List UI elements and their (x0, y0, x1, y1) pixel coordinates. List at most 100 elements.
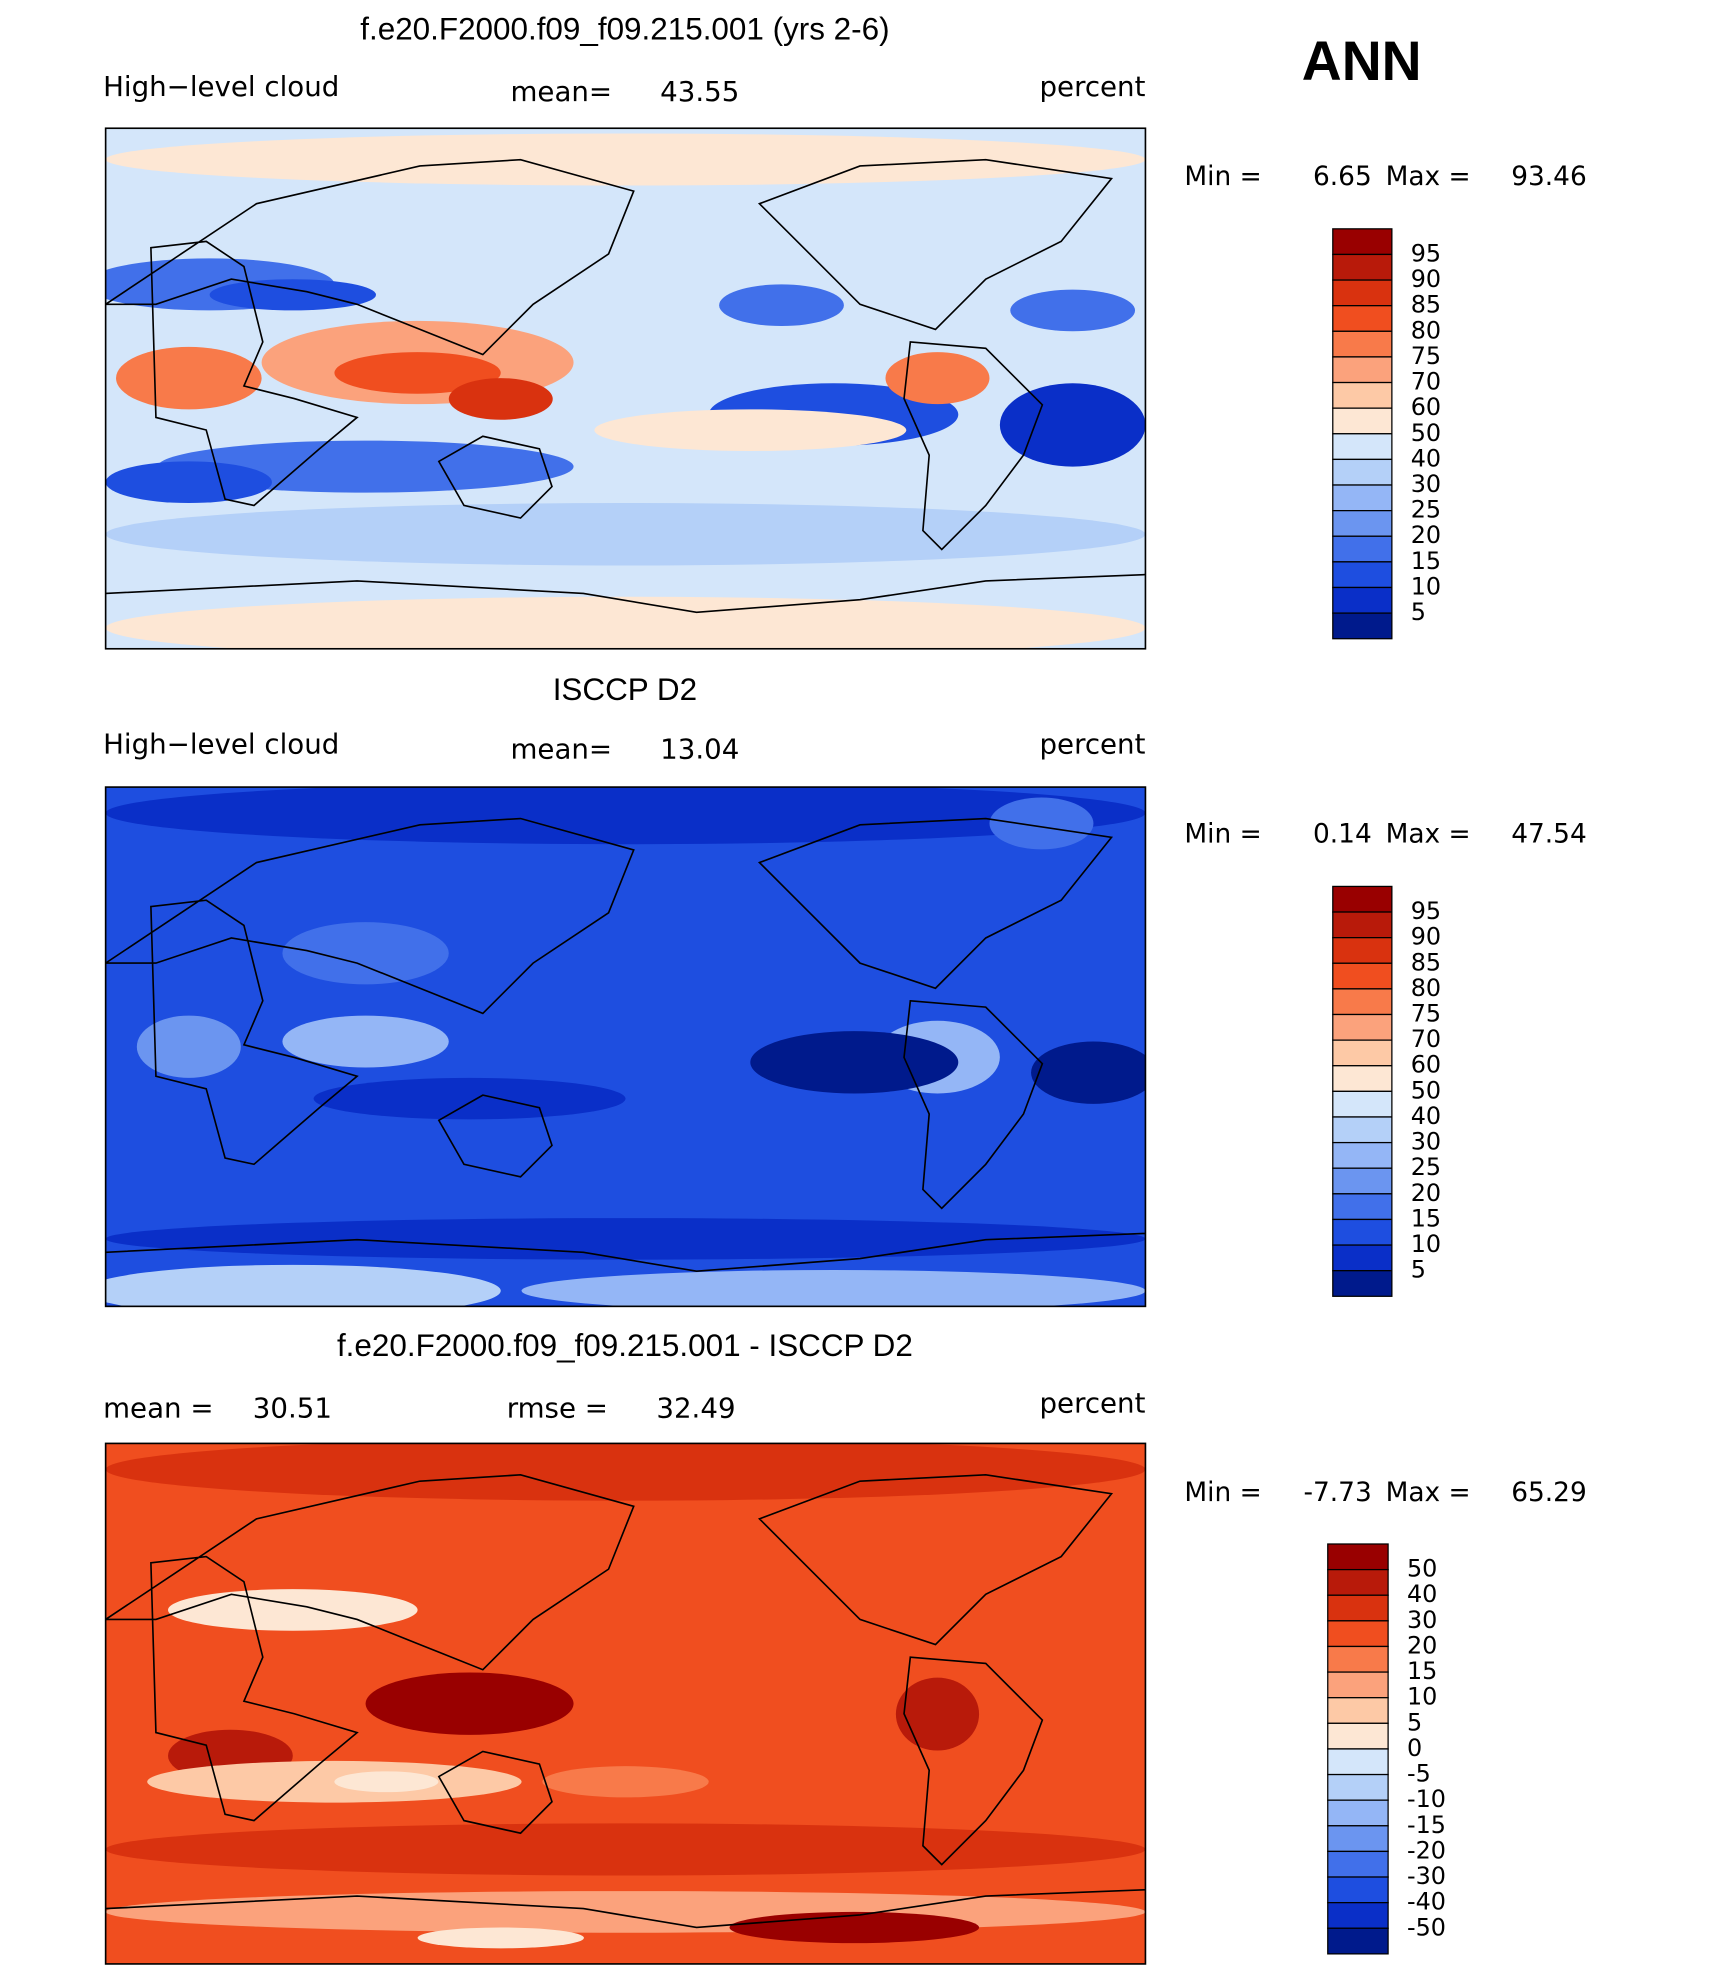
field-region (365, 1672, 574, 1735)
colorbar-label: 60 (1411, 393, 1441, 421)
colorbar-box (1327, 1568, 1389, 1596)
colorbar-box (1332, 962, 1393, 990)
colorbar-box (1327, 1876, 1389, 1904)
max-value: 65.29 (1511, 1477, 1587, 1508)
colorbar-box (1332, 988, 1393, 1016)
field-region (105, 596, 1146, 649)
field-region (282, 922, 449, 985)
colorbar-label: 5 (1407, 1708, 1422, 1736)
colorbar-label: 50 (1411, 1076, 1441, 1104)
colorbar-label: 0 (1407, 1734, 1422, 1762)
colorbar-box (1327, 1697, 1389, 1724)
colorbar-label: 60 (1411, 1051, 1441, 1079)
colorbar-box (1327, 1543, 1389, 1571)
colorbar-label: -30 (1407, 1862, 1446, 1890)
colorbar-box (1327, 1850, 1389, 1878)
colorbar-label: -40 (1407, 1888, 1446, 1916)
field-region (1010, 289, 1136, 332)
colorbar-box (1327, 1773, 1389, 1801)
min-value: 6.65 (1313, 161, 1372, 192)
colorbar-box (1327, 1671, 1389, 1699)
field-region (105, 133, 1146, 186)
colorbar-box (1332, 330, 1393, 358)
colorbar-box (1332, 1193, 1393, 1221)
colorbar-label: 80 (1411, 974, 1441, 1002)
field-region (105, 1264, 501, 1307)
field-region (105, 787, 1146, 845)
colorbar-label: 85 (1411, 291, 1441, 319)
colorbar-box (1327, 1722, 1389, 1750)
min-label: Min = (1184, 161, 1261, 192)
colorbar-box (1332, 561, 1393, 589)
field-region (147, 1760, 522, 1803)
colorbar-box (1332, 1090, 1393, 1118)
colorbar-box (1332, 1116, 1393, 1144)
coastline (105, 158, 1146, 614)
field-region (282, 1015, 449, 1068)
map (105, 787, 1146, 1307)
units-label: percent (1040, 728, 1146, 761)
map-background (105, 1443, 1146, 1964)
colorbar-label: 30 (1407, 1606, 1437, 1634)
colorbar-box (1327, 1594, 1389, 1622)
colorbar-box (1332, 381, 1393, 409)
colorbar-label: 30 (1411, 1128, 1441, 1156)
map-frame (104, 786, 1147, 1308)
field-region (448, 378, 553, 420)
colorbar-box (1327, 1902, 1389, 1929)
colorbar-label: 10 (1411, 1230, 1441, 1258)
colorbar-box (1332, 253, 1393, 281)
field-region (594, 409, 907, 451)
stat-label: mean= (510, 75, 612, 108)
map-frame (104, 127, 1147, 650)
colorbar-box (1332, 228, 1393, 256)
colorbar-label: 50 (1407, 1555, 1437, 1583)
colorbar-label: 25 (1411, 496, 1441, 524)
colorbar-box (1332, 1218, 1393, 1246)
field-region (334, 1771, 439, 1793)
colorbar-box (1332, 484, 1393, 512)
colorbar-box (1332, 937, 1393, 964)
colorbar-label: 15 (1411, 1204, 1441, 1232)
colorbar-box (1332, 1065, 1393, 1092)
field-region (105, 461, 272, 504)
field-region (719, 284, 844, 327)
colorbar-box (1332, 1167, 1393, 1195)
field-region (116, 346, 262, 410)
colorbar-label: -10 (1407, 1785, 1446, 1813)
colorbar-box (1332, 458, 1393, 486)
field-region (885, 352, 990, 405)
max-label: Max = (1386, 818, 1471, 849)
colorbar-label: 20 (1407, 1631, 1437, 1659)
colorbar-box (1332, 885, 1393, 913)
stat-value: 43.55 (660, 75, 739, 108)
max-value: 47.54 (1511, 818, 1587, 849)
map-background (105, 128, 1146, 649)
colorbar-label: 75 (1411, 1000, 1441, 1028)
colorbar-label: 80 (1411, 316, 1441, 344)
colorbar-label: 70 (1411, 368, 1441, 396)
colorbar-label: 25 (1411, 1153, 1441, 1181)
colorbar-box (1332, 1039, 1393, 1067)
colorbar-box (1327, 1748, 1389, 1776)
field-region (168, 1589, 418, 1631)
colorbar-box (1332, 433, 1393, 461)
colorbar-label: 15 (1407, 1657, 1437, 1685)
variable-label: High−level cloud (103, 70, 339, 103)
colorbar-box (1332, 586, 1393, 614)
panel-title: f.e20.F2000.f09_f09.215.001 - ISCCP D2 (337, 1328, 913, 1363)
coastline (105, 1474, 1146, 1929)
colorbar-label: -20 (1407, 1836, 1446, 1864)
colorbar-label: 5 (1411, 1256, 1426, 1284)
colorbar-label: 70 (1411, 1025, 1441, 1053)
colorbar-label: 40 (1411, 1102, 1441, 1130)
colorbar-label: -50 (1407, 1913, 1446, 1941)
stat-value: 13.04 (660, 733, 739, 766)
colorbar-box (1332, 407, 1393, 435)
field-region (105, 503, 1146, 566)
colorbar-label: 10 (1407, 1683, 1437, 1711)
colorbar-label: 95 (1411, 239, 1441, 267)
max-label: Max = (1386, 161, 1471, 192)
colorbar-label: 90 (1411, 265, 1441, 293)
